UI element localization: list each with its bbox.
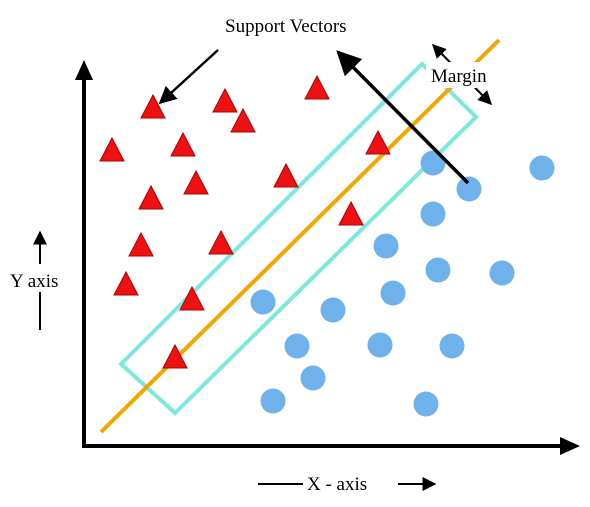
circle-point [529, 155, 555, 181]
triangle-point [179, 285, 205, 311]
x-axis-arrowhead [560, 437, 580, 455]
circle-point [456, 176, 482, 202]
triangle-point [162, 343, 188, 369]
triangle-point [273, 162, 299, 188]
circle-point [320, 297, 346, 323]
triangle-point [338, 200, 364, 226]
triangle-point [99, 136, 125, 162]
support-vectors-label: Support Vectors [225, 16, 347, 37]
class-a-points [99, 74, 391, 369]
circle-point [300, 365, 326, 391]
circle-point [413, 391, 439, 417]
circle-point [284, 333, 310, 359]
y-axis-label-background [6, 264, 76, 292]
circle-point [260, 388, 286, 414]
circle-point [420, 150, 446, 176]
axes [75, 60, 580, 455]
triangle-point [304, 74, 330, 100]
circle-point [380, 280, 406, 306]
triangle-point [113, 270, 139, 296]
hyperplane-line [99, 38, 501, 434]
circle-point [367, 332, 393, 358]
y-axis-annotation: Y axis [6, 230, 76, 330]
circle-point [373, 233, 399, 259]
margin-annotation: Margin [426, 44, 502, 105]
support-vector-arrow-left [158, 49, 219, 105]
class-b-points [250, 150, 555, 417]
support-vectors-annotation: Support Vectors [158, 16, 470, 185]
margin-label: Margin [431, 66, 487, 87]
triangle-point [138, 184, 164, 210]
triangle-point [140, 93, 166, 119]
y-axis-arrowhead [75, 60, 93, 80]
y-axis-label: Y axis [10, 271, 58, 292]
x-axis-label-background [303, 470, 398, 496]
triangle-point [170, 131, 196, 157]
triangle-point [183, 169, 209, 195]
triangle-point [212, 87, 238, 113]
circle-point [439, 333, 465, 359]
circle-point [420, 201, 446, 227]
support-vector-arrow-line [336, 50, 470, 185]
circle-point [489, 260, 515, 286]
triangle-point [208, 229, 234, 255]
circle-point [250, 289, 276, 315]
margin-label-background [426, 62, 502, 88]
x-axis-label: X - axis [307, 474, 367, 495]
triangle-point [365, 129, 391, 155]
triangle-point [128, 231, 154, 257]
triangle-point [230, 107, 256, 133]
circle-point [425, 257, 451, 283]
margin-box [118, 61, 479, 416]
x-axis-annotation: X - axis [258, 470, 437, 496]
